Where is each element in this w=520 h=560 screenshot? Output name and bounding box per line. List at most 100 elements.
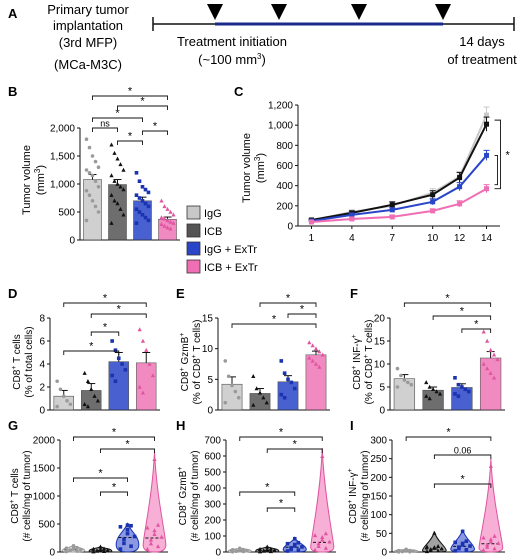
significance-label: * [474,319,479,331]
data-point [137,327,142,332]
panel-a-label: A [8,6,18,21]
series-line-igg---extr [311,154,488,222]
y-tick-label: 400 [204,484,221,495]
data-point [146,204,151,209]
data-point [68,402,73,407]
significance-bracket [432,315,492,320]
data-point [492,533,497,538]
y-axis-label: CD8+ T cells [11,334,23,389]
y-tick-label: 2000 [33,436,56,447]
series-line-icb---extr [311,187,488,223]
data-point [406,380,410,385]
data-point [129,523,133,528]
data-point [327,539,332,544]
data-point [110,373,114,378]
significance-bracket [266,507,296,512]
y-tick-label: 200 [370,473,387,484]
y-tick-label: 500 [204,468,221,479]
data-point [241,547,246,552]
data-point [496,540,501,545]
data-point [268,546,273,551]
y-axis-label-units: (# cells/mg of tumor) [190,450,201,541]
y-tick-label: 2,000 [50,124,75,135]
y-tick-label: 1500 [33,464,56,475]
data-point [123,367,128,372]
significance-bracket [92,127,118,132]
data-point [296,540,301,545]
data-point [268,549,273,554]
data-point [155,544,161,549]
data-point [84,168,89,172]
bar-igg [83,179,102,241]
data-point [427,384,432,389]
data-point [146,218,151,223]
data-point [87,193,92,197]
data-point [485,366,490,371]
data-point [105,547,110,552]
data-point [296,548,301,552]
y-tick-label: 1,200 [268,101,293,112]
panel-h-label: H [176,418,185,433]
data-point [162,223,167,228]
significance-label: * [506,149,511,161]
significance-bracket [117,105,168,110]
data-point [112,178,117,183]
data-point [134,171,139,175]
data-point [145,525,150,530]
legend-swatch [186,241,201,256]
data-point [90,154,95,158]
data-point [112,150,117,155]
data-point [432,530,437,535]
data-point [118,184,123,189]
data-point [61,394,66,399]
data-point [110,339,114,343]
data-point [485,542,490,547]
data-point [430,208,436,214]
y-axis-label-units: (mm3) [253,153,267,183]
chart-h-gzmb-density-violin: 0 100 200 300 400 500 600 700 CD8+ GzmB+ (# cells… [177,427,336,559]
data-point [453,376,457,380]
significance-bracket [92,95,168,100]
data-point [307,340,312,345]
treatment-dose-marker [435,4,451,20]
data-point [171,220,176,225]
treatment-dose-marker [207,4,223,20]
y-axis-label: Tumor volume [21,145,33,215]
significance-label: * [445,293,450,305]
y-axis-label: CD8+ GzmB+ [179,333,191,392]
significance-label: * [128,86,133,98]
data-point [144,347,149,352]
data-point [93,159,98,164]
y-tick-label: 50 [376,529,388,540]
data-point [310,358,315,363]
y-tick-label: 250 [370,454,387,465]
data-point [257,546,263,551]
significance-label: * [112,482,117,494]
y-tick-label: 400 [276,181,293,192]
y-tick-label: 6 [39,337,45,348]
data-point [456,394,461,398]
data-point [488,347,493,352]
data-point [152,532,157,537]
violin-icb-extr [142,451,167,553]
y-tick-label: 200 [276,201,293,212]
violin-icb-extr [310,447,335,553]
data-point [89,387,94,391]
violin-icb-extr [478,458,504,553]
data-point [488,539,493,544]
data-point [279,392,284,397]
data-point [137,210,142,214]
y-tick-label: 5 [207,375,213,386]
data-point [162,216,167,221]
significance-label: * [460,474,465,486]
data-point [75,545,79,550]
data-point [95,398,100,403]
panel-e-label: E [176,286,185,301]
data-point [75,549,79,553]
significance-label: * [286,293,291,305]
data-point [485,544,490,549]
violin-igg-extr [115,522,140,553]
significance-bracket [117,140,143,145]
significance-label: * [98,468,103,480]
